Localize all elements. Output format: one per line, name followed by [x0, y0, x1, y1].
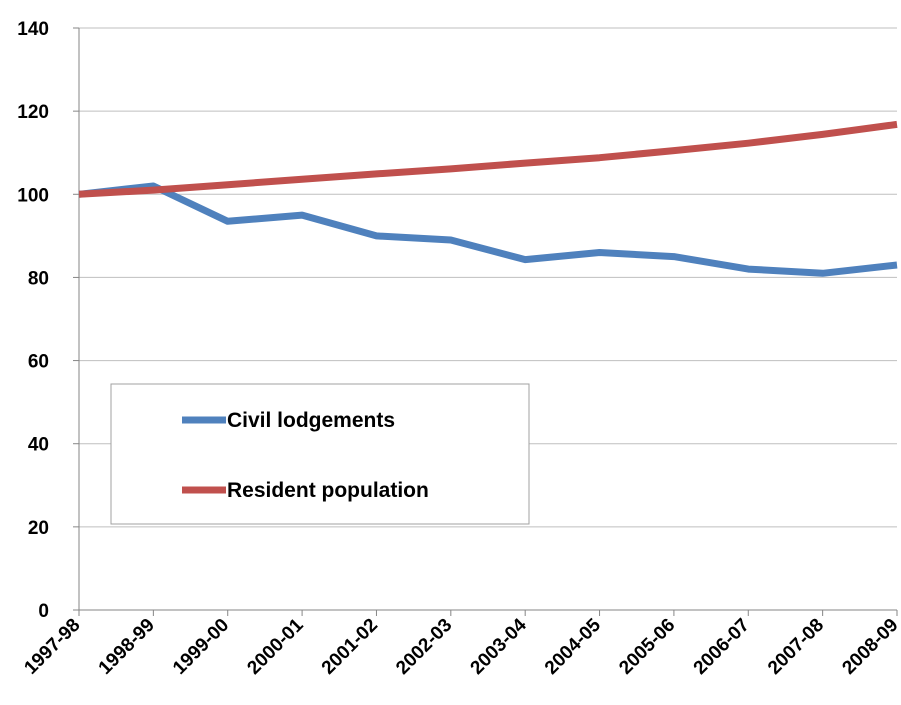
y-axis-ticks: 0 20 40 60 80 100 120 140 [17, 19, 79, 622]
x-axis-ticks: 1997-98 1998-99 1999-00 2000-01 2001-02 2002-… [20, 610, 901, 679]
x-tick-label: 2003-04 [467, 614, 531, 678]
x-tick-label: 2004-05 [541, 614, 605, 678]
y-tick-label: 0 [38, 601, 49, 622]
x-tick-label: 2000-01 [243, 614, 307, 678]
y-tick-label: 60 [28, 352, 49, 373]
x-tick-label: 2002-03 [392, 615, 456, 679]
legend: Civil lodgements Resident population [110, 383, 530, 525]
x-tick-label: 2006-07 [690, 615, 754, 679]
y-tick-label: 20 [28, 518, 49, 539]
x-tick-label: 1997-98 [20, 615, 84, 679]
y-tick-label: 140 [17, 19, 49, 40]
y-tick-label: 120 [17, 102, 49, 123]
x-tick-label: 2001-02 [318, 615, 382, 679]
x-tick-label: 1999-00 [169, 615, 233, 679]
y-tick-label: 40 [28, 435, 49, 456]
x-tick-label: 2007-08 [764, 615, 828, 679]
series-lines [78, 120, 898, 277]
x-tick-label: 1998-99 [95, 615, 159, 679]
series-line-civil-lodgements [78, 182, 898, 277]
x-tick-label: 2005-06 [615, 615, 679, 679]
axes [78, 28, 897, 611]
x-tick-label: 2008-09 [838, 615, 901, 679]
legend-label-civil-lodgements: Civil lodgements [227, 409, 395, 432]
y-tick-label: 100 [17, 185, 49, 206]
series-line-resident-population [78, 120, 898, 198]
legend-box [110, 383, 530, 525]
y-tick-label: 80 [28, 268, 49, 289]
legend-label-resident-population: Resident population [227, 479, 429, 502]
